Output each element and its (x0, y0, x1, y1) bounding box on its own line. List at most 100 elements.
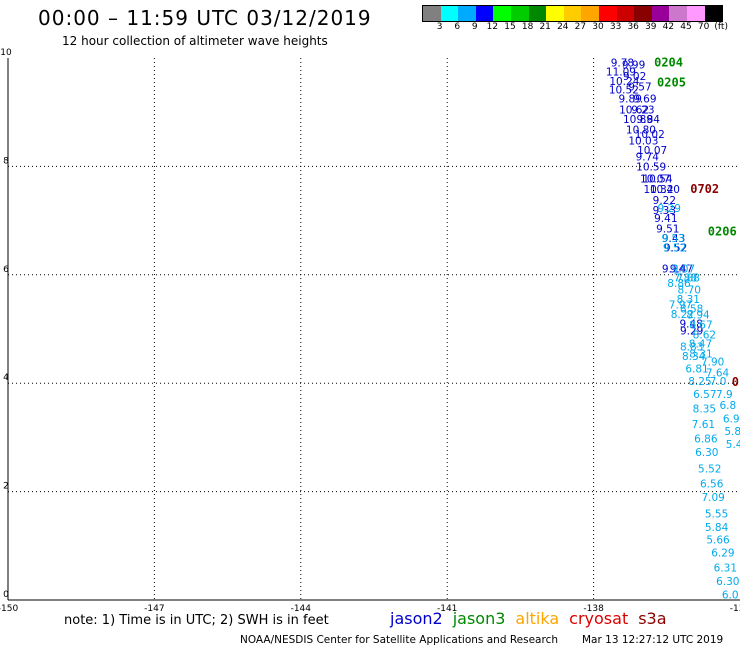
data-point-label: 8.35 (693, 404, 716, 416)
data-point-label: 7.64 (706, 367, 730, 379)
data-point-label: 9.22 (653, 195, 676, 207)
data-point-label: 7.90 (701, 357, 724, 369)
mission-s3a: s3a (638, 609, 667, 628)
data-point-label: 8.34 (682, 351, 706, 363)
y-tick-label: 6 (3, 265, 9, 275)
data-point-label: 7.09 (701, 492, 724, 504)
data-point-label: 9.57 (628, 82, 651, 94)
data-point-label: 10.07 (640, 173, 670, 185)
legend-swatch (458, 6, 476, 21)
x-tick-label: -138 (583, 604, 604, 614)
data-point-label: 9.78 (611, 57, 634, 69)
pass-time-label: 0206 (708, 224, 737, 238)
data-point-label: 9.74 (636, 152, 660, 164)
units-note: note: 1) Time is in UTC; 2) SWH is in fe… (64, 613, 329, 628)
data-point-label: 6.31 (714, 562, 737, 574)
legend-swatch (704, 6, 723, 21)
data-point-label: 9.84 (637, 114, 661, 126)
data-point-label: 9.33 (653, 205, 676, 217)
data-point-label: 9.52 (664, 243, 687, 255)
pass-time-label: 0 (732, 375, 739, 389)
data-point-label: 6.81 (685, 364, 708, 376)
legend-swatch (563, 6, 582, 21)
data-point-label: 8.22 (671, 309, 694, 321)
data-point-label: 10.24 (609, 76, 639, 88)
color-scale-labels: 3 6 9 12 15 18 21 24 27 30 33 36 39 42 45 70 (ft) (422, 22, 740, 34)
data-point-label: 5.84 (705, 522, 729, 534)
data-point-label: 10.02 (635, 129, 665, 141)
data-point-label: 10.89 (623, 114, 653, 126)
data-point-label: 9.89 (619, 94, 642, 106)
data-point-label: 9.23 (631, 104, 654, 116)
data-point-label: 9.53 (661, 233, 684, 245)
data-point-label: 5.52 (698, 463, 721, 475)
data-point-label: 9.02 (623, 71, 646, 83)
chart-subtitle: 12 hour collection of altimeter wave hei… (62, 34, 328, 48)
data-point-label: 9.52 (663, 243, 686, 255)
data-point-label: 10.54 (642, 173, 672, 185)
data-point-label: 10.40 (650, 184, 680, 196)
data-point-label: 6.56 (700, 478, 724, 490)
data-point-label: 6.9 (723, 413, 740, 425)
data-point-label: 6.8 (719, 400, 736, 412)
color-scale-bar (422, 5, 724, 22)
data-point-label: 11.09 (606, 67, 636, 79)
x-tick-label: -150 (0, 604, 18, 614)
legend-label: 27 (574, 22, 587, 32)
data-point-label: 5.8 (724, 426, 740, 438)
data-point-label: 9.29 (658, 203, 681, 215)
legend-label: 6 (454, 22, 461, 32)
data-point-label: 10.32 (643, 184, 673, 196)
mission-cryosat: cryosat (569, 609, 629, 628)
data-point-label: 10.62 (619, 104, 649, 116)
data-point-label: 9.41 (654, 213, 677, 225)
mission-legend: jason2 jason3 altika cryosat s3a (390, 609, 677, 628)
legend-label: 33 (609, 22, 622, 32)
legend-label: 30 (592, 22, 604, 32)
data-point-label: 9.48 (680, 319, 703, 331)
legend-label: 9 (471, 22, 478, 32)
legend-swatch (440, 6, 459, 21)
data-point-label: 9.99 (622, 60, 645, 72)
data-point-label: 10.03 (628, 135, 658, 147)
legend-label: 36 (627, 22, 639, 32)
x-tick-label: -147 (144, 604, 164, 614)
pass-time-label: 0702 (690, 182, 719, 196)
data-point-label: 7.88 (677, 273, 700, 285)
data-point-label: 8.62 (693, 329, 716, 341)
legend-swatch (598, 6, 617, 21)
data-point-label: 8.94 (686, 309, 710, 321)
x-tick-label: -141 (437, 604, 457, 614)
data-point-label: 7.61 (692, 419, 715, 431)
data-point-label: 9.43 (662, 233, 685, 245)
data-point-label: 8.47 (689, 339, 712, 351)
data-point-label: 8.70 (678, 284, 701, 296)
data-point-label: 8.25 (688, 376, 711, 388)
data-point-label: 5.55 (705, 508, 728, 520)
legend-label: 3 (436, 22, 443, 32)
legend-swatch (669, 6, 687, 21)
data-point-label: 6.30 (695, 447, 718, 459)
legend-swatch (493, 6, 511, 21)
legend-label: 42 (662, 22, 675, 32)
data-point-label: 6.86 (694, 433, 718, 445)
generated-timestamp: Mar 13 12:27:12 UTC 2019 (582, 634, 724, 646)
data-point-label: 8.58 (680, 303, 703, 315)
x-tick-label: -144 (291, 604, 312, 614)
data-point-label: 7.9 (716, 389, 733, 401)
y-tick-label: 10 (0, 48, 12, 58)
legend-label: 21 (539, 22, 551, 32)
y-tick-label: 0 (3, 590, 9, 600)
y-tick-label: 2 (3, 482, 9, 492)
legend-swatch (616, 6, 635, 21)
legend-swatch (546, 6, 564, 21)
pass-time-label: 0205 (657, 75, 686, 89)
y-tick-label: 4 (3, 373, 9, 383)
data-point-label: 9.07 (672, 263, 695, 275)
data-point-label: 9.51 (656, 224, 679, 236)
legend-label: 70 (697, 22, 710, 32)
legend-label: 45 (680, 22, 692, 32)
legend-swatch (686, 6, 705, 21)
legend-label: 39 (645, 22, 657, 32)
data-point-label: 8.86 (667, 278, 691, 290)
